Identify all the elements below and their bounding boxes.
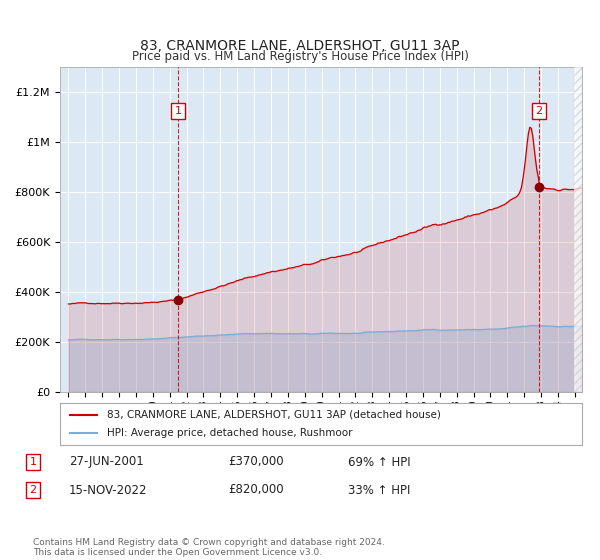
Text: 27-JUN-2001: 27-JUN-2001 bbox=[69, 455, 144, 469]
Text: HPI: Average price, detached house, Rushmoor: HPI: Average price, detached house, Rush… bbox=[107, 428, 352, 438]
Text: 1: 1 bbox=[175, 106, 182, 116]
Text: 2: 2 bbox=[536, 106, 542, 116]
Text: £820,000: £820,000 bbox=[228, 483, 284, 497]
Text: 83, CRANMORE LANE, ALDERSHOT, GU11 3AP: 83, CRANMORE LANE, ALDERSHOT, GU11 3AP bbox=[140, 39, 460, 53]
Text: 15-NOV-2022: 15-NOV-2022 bbox=[69, 483, 148, 497]
Text: 2: 2 bbox=[29, 485, 37, 495]
Text: 33% ↑ HPI: 33% ↑ HPI bbox=[348, 483, 410, 497]
Text: 1: 1 bbox=[29, 457, 37, 467]
Text: 69% ↑ HPI: 69% ↑ HPI bbox=[348, 455, 410, 469]
Text: £370,000: £370,000 bbox=[228, 455, 284, 469]
Text: Price paid vs. HM Land Registry's House Price Index (HPI): Price paid vs. HM Land Registry's House … bbox=[131, 50, 469, 63]
Text: 83, CRANMORE LANE, ALDERSHOT, GU11 3AP (detached house): 83, CRANMORE LANE, ALDERSHOT, GU11 3AP (… bbox=[107, 410, 441, 420]
Text: Contains HM Land Registry data © Crown copyright and database right 2024.
This d: Contains HM Land Registry data © Crown c… bbox=[33, 538, 385, 557]
